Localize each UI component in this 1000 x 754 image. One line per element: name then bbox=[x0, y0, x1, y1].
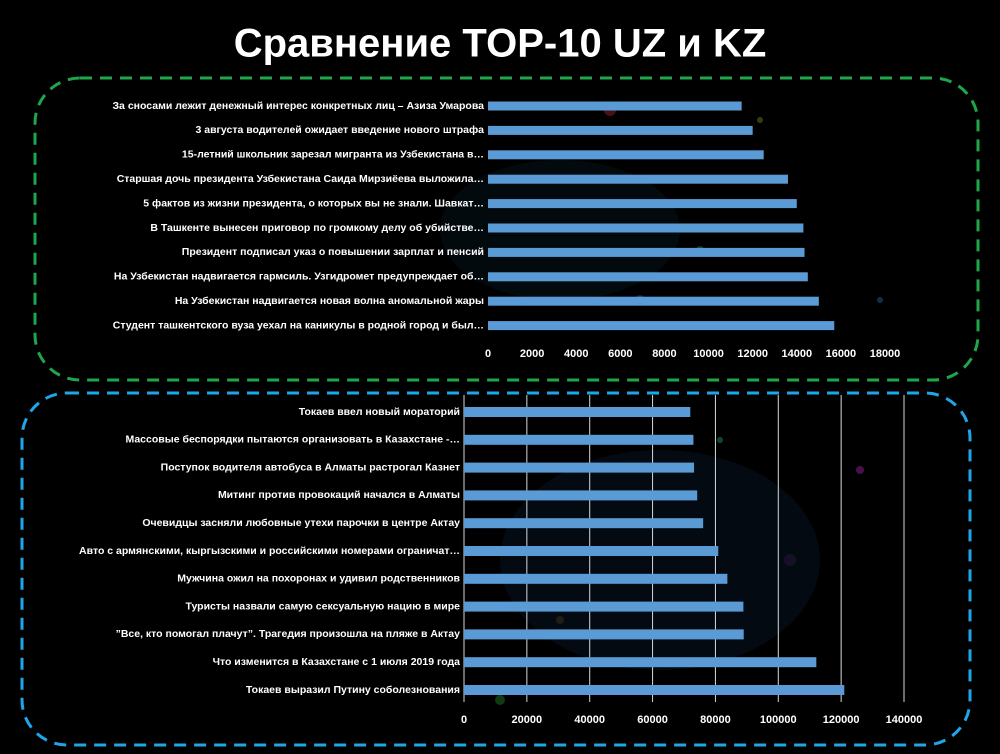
category-label: Мужчина ожил на похоронах и удивил родст… bbox=[177, 573, 460, 585]
bar bbox=[464, 490, 698, 501]
bar bbox=[488, 223, 804, 233]
bar bbox=[464, 462, 695, 473]
category-label: Токаев ввел новый мораторий bbox=[299, 406, 460, 418]
bar bbox=[464, 601, 744, 612]
bar bbox=[464, 518, 704, 529]
category-label: Студент ташкентского вуза уехал на каник… bbox=[113, 319, 484, 331]
category-label: 3 августа водителей ожидает введение нов… bbox=[195, 124, 484, 136]
bar bbox=[464, 685, 845, 695]
x-tick-label: 140000 bbox=[886, 714, 923, 726]
x-tick-label: 2000 bbox=[520, 348, 544, 360]
x-tick-label: 60000 bbox=[637, 714, 668, 726]
category-label: На Узбекистан надвигается гармсиль. Узги… bbox=[114, 271, 484, 283]
category-label: На Узбекистан надвигается новая волна ан… bbox=[175, 295, 484, 307]
category-label: ”Все, кто помогал плачут”. Трагедия прои… bbox=[116, 628, 461, 640]
bar bbox=[488, 247, 805, 257]
category-label: Туристы назвали самую сексуальную нацию … bbox=[185, 600, 460, 612]
category-label: Очевидцы засняли любовные утехи парочки … bbox=[142, 517, 460, 529]
kz-frame bbox=[20, 391, 972, 747]
x-tick-label: 120000 bbox=[823, 714, 860, 726]
x-tick-label: 16000 bbox=[826, 348, 857, 360]
category-label: В Ташкенте вынесен приговор по громкому … bbox=[150, 222, 484, 234]
category-label: Президент подписал указ о повышении зарп… bbox=[182, 246, 484, 258]
category-label: Авто с армянскими, кыргызскими и российс… bbox=[79, 545, 460, 557]
category-label: 5 фактов из жизни президента, о которых … bbox=[143, 197, 484, 209]
bar bbox=[464, 657, 817, 668]
category-label: Старшая дочь президента Узбекистана Саид… bbox=[117, 173, 484, 185]
x-tick-label: 0 bbox=[485, 348, 491, 360]
bar bbox=[464, 407, 691, 417]
bar bbox=[488, 199, 797, 209]
uz-frame bbox=[33, 76, 980, 382]
category-label: Токаев выразил Путину соболезнования bbox=[246, 684, 460, 696]
bar bbox=[464, 629, 744, 640]
bar bbox=[488, 150, 764, 160]
x-tick-label: 80000 bbox=[700, 714, 731, 726]
x-tick-label: 12000 bbox=[737, 348, 768, 360]
category-label: Что изменится в Казахстане с 1 июля 2019… bbox=[213, 656, 461, 668]
x-tick-label: 4000 bbox=[564, 348, 588, 360]
slide-title: Сравнение TOP-10 UZ и KZ bbox=[234, 22, 767, 66]
category-label: Поступок водителя автобуса в Алматы раст… bbox=[161, 461, 460, 473]
bar bbox=[488, 272, 808, 282]
bar bbox=[464, 546, 719, 556]
x-tick-label: 20000 bbox=[512, 714, 543, 726]
x-tick-label: 10000 bbox=[693, 348, 724, 360]
x-tick-label: 0 bbox=[461, 714, 467, 726]
category-label: 15-летний школьник зарезал мигранта из У… bbox=[182, 149, 484, 161]
category-label: Массовые беспорядки пытаются организоват… bbox=[125, 434, 460, 446]
bar bbox=[488, 174, 788, 184]
x-tick-label: 14000 bbox=[781, 348, 812, 360]
category-label: Митинг против провокаций начался в Алмат… bbox=[218, 489, 460, 501]
bar bbox=[488, 101, 742, 111]
x-tick-label: 6000 bbox=[608, 348, 632, 360]
bar bbox=[464, 573, 728, 584]
x-tick-label: 100000 bbox=[760, 714, 797, 726]
x-tick-label: 8000 bbox=[652, 348, 676, 360]
bar bbox=[464, 434, 694, 445]
category-label: За сносами лежит денежный интерес конкре… bbox=[112, 100, 484, 112]
bar bbox=[488, 296, 819, 306]
bar bbox=[488, 321, 835, 331]
x-tick-label: 40000 bbox=[574, 714, 605, 726]
x-tick-label: 18000 bbox=[870, 348, 901, 360]
bar bbox=[488, 125, 753, 135]
